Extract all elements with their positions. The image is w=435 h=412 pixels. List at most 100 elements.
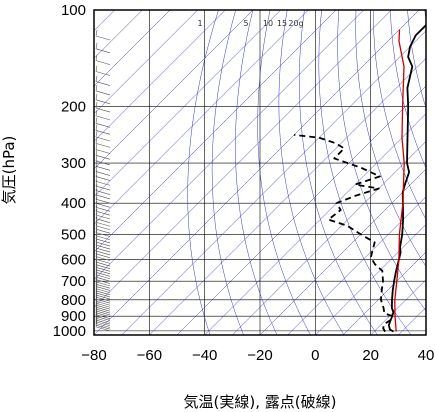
wind-barb-flag xyxy=(95,137,98,144)
wind-barb xyxy=(95,302,111,308)
wind-barb xyxy=(95,256,111,261)
isotherm-line xyxy=(94,10,254,170)
wind-barb xyxy=(95,292,111,298)
wind-barb xyxy=(95,266,111,272)
wind-barb-flag xyxy=(95,117,98,124)
wind-barb xyxy=(95,326,111,332)
wind-barb xyxy=(95,308,111,314)
wind-barb xyxy=(95,279,111,284)
dewpoint-line xyxy=(293,134,394,333)
x-tick-label: −60 xyxy=(137,347,162,364)
isotherm-line xyxy=(342,251,426,335)
y-tick-label: 400 xyxy=(61,195,86,212)
wind-barb xyxy=(95,60,111,65)
dry-adiabat-line xyxy=(211,10,244,335)
wind-barb-flag xyxy=(95,184,98,191)
wind-barb xyxy=(95,323,111,328)
dry-adiabat-line xyxy=(318,10,412,335)
wind-barb xyxy=(95,312,111,318)
wind-barb xyxy=(95,122,111,128)
wind-barb xyxy=(95,314,111,319)
wind-barb-flag xyxy=(95,84,98,92)
dry-adiabat-line xyxy=(257,10,311,335)
wind-barb xyxy=(95,48,111,54)
wind-barb-flag xyxy=(95,109,98,116)
wind-barb-flag xyxy=(95,130,98,138)
wind-barb-flag xyxy=(95,284,98,291)
wind-barb xyxy=(95,160,111,166)
wind-barb-flag xyxy=(95,286,98,294)
series-lines xyxy=(293,23,426,333)
dry-adiabat-line xyxy=(337,10,426,312)
wind-barb xyxy=(95,232,111,237)
wind-barb xyxy=(95,225,111,231)
wind-barb-flag xyxy=(95,193,98,200)
wind-barb xyxy=(95,321,111,327)
wind-barb xyxy=(95,294,111,300)
isotherm-line xyxy=(94,10,226,142)
wind-barb-flag xyxy=(95,216,98,223)
wind-barb-flag xyxy=(95,291,98,298)
wind-barb-flag xyxy=(95,42,98,49)
wind-barb xyxy=(95,261,111,267)
isotherm-line xyxy=(287,196,426,335)
wind-barb-flag xyxy=(95,188,98,195)
wind-barb xyxy=(95,176,111,181)
wind-barb xyxy=(95,171,111,176)
y-tick-label: 700 xyxy=(61,273,86,290)
wind-barb xyxy=(95,253,111,259)
wind-barb xyxy=(95,149,111,154)
wind-barb-flag xyxy=(95,219,98,226)
wind-barb xyxy=(95,99,111,105)
wind-barb-flag xyxy=(95,306,98,313)
dry-adiabat-line xyxy=(355,10,426,267)
isotherm-line xyxy=(398,306,426,335)
wind-barb-flag xyxy=(95,29,98,37)
wind-barb-flag xyxy=(95,75,98,82)
wind-barb xyxy=(95,244,111,250)
wind-barb xyxy=(95,274,111,280)
isotherm-line xyxy=(121,30,426,335)
wind-barb xyxy=(95,35,111,41)
wind-barb-flag xyxy=(95,212,98,219)
wind-barb-flag xyxy=(95,278,98,285)
wind-barb xyxy=(95,214,111,220)
wind-barb xyxy=(95,90,111,96)
temperature-line xyxy=(387,23,426,333)
wind-barb xyxy=(95,288,111,293)
dry-adiabat-line xyxy=(278,10,345,335)
wind-barb-flag xyxy=(95,124,98,131)
wind-barbs xyxy=(95,29,111,332)
wind-barb-flag xyxy=(95,280,98,287)
dry-adiabat-line xyxy=(407,10,426,109)
wind-barb-flag xyxy=(95,304,98,312)
wind-barb xyxy=(95,181,111,186)
wind-barb xyxy=(95,143,111,148)
isotherm-line xyxy=(94,10,392,308)
wind-barb-flag xyxy=(95,293,98,300)
wind-barb xyxy=(95,221,111,227)
reference-curve-line xyxy=(394,29,405,332)
wind-barb xyxy=(95,130,111,135)
wind-barb xyxy=(95,136,111,142)
wind-barb xyxy=(95,235,111,241)
wind-barb xyxy=(95,281,111,287)
wind-barb xyxy=(95,241,111,247)
wind-barb xyxy=(95,71,111,76)
isotherm-line xyxy=(176,85,426,335)
wind-barb-flag xyxy=(95,250,98,257)
x-tick-label: 0 xyxy=(311,347,319,364)
wind-barb xyxy=(95,264,111,269)
dry-adiabat-line xyxy=(187,10,219,335)
dry-adiabat-line xyxy=(372,10,426,220)
isotherm-line xyxy=(232,141,426,335)
wind-barb xyxy=(95,317,111,323)
wind-barb xyxy=(95,300,111,306)
wind-barb-flag xyxy=(95,93,98,100)
x-tick-label: 40 xyxy=(418,347,435,364)
wind-barb xyxy=(95,81,111,86)
wind-barb xyxy=(95,250,111,256)
mixing-ratio-label: 15 xyxy=(277,19,287,28)
isotherm-line xyxy=(425,334,426,335)
